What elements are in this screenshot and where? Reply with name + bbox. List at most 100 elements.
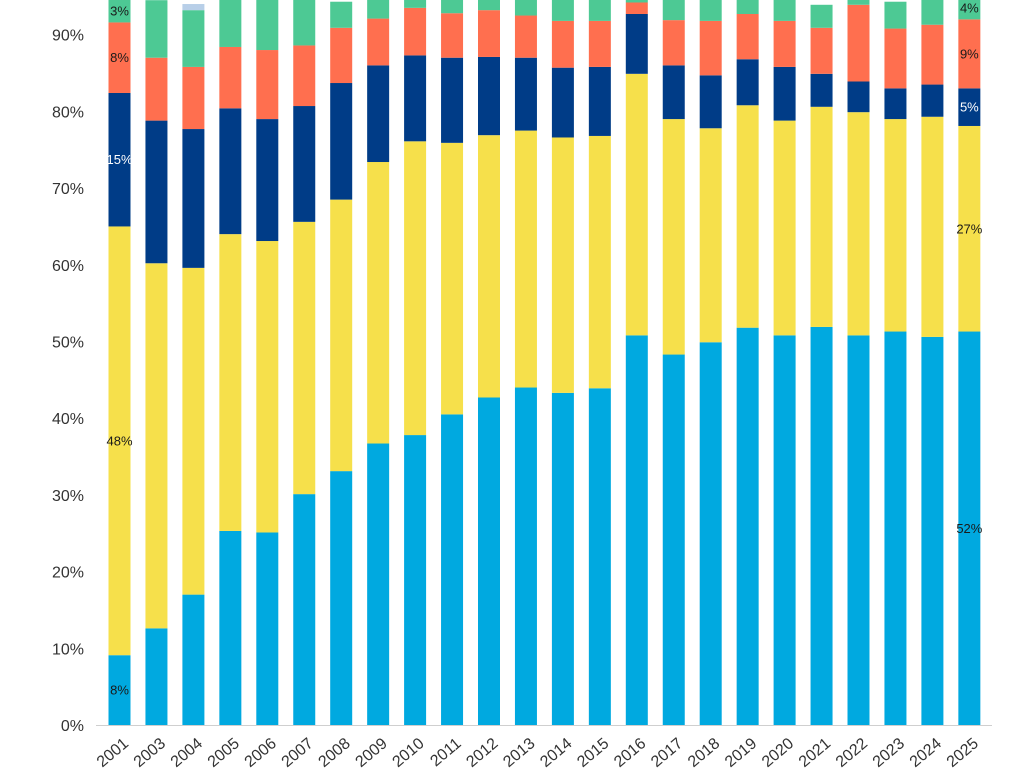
bar-segment xyxy=(219,46,242,109)
bar-segment xyxy=(293,106,316,222)
bar-segment xyxy=(699,20,722,76)
bar-segment xyxy=(921,0,944,25)
bar-segment xyxy=(699,75,722,129)
data-label: 48% xyxy=(106,433,132,448)
bar-segment xyxy=(478,10,500,57)
bar-segment xyxy=(330,1,353,28)
bar-segment xyxy=(958,125,981,332)
x-tick-label: 2001 xyxy=(94,735,132,768)
bar-segment xyxy=(662,0,685,21)
bar-segment xyxy=(810,73,833,107)
bar-segment xyxy=(773,335,796,725)
bar-segment xyxy=(182,129,205,268)
bar-segment xyxy=(699,128,722,343)
data-label: 4% xyxy=(960,1,979,16)
bar-segment xyxy=(478,397,500,725)
bar-segment xyxy=(108,655,131,725)
x-tick-label: 2017 xyxy=(648,735,686,768)
data-label: 15% xyxy=(106,152,132,167)
x-tick-label: 2025 xyxy=(944,735,982,768)
bar-segment xyxy=(847,81,870,113)
bar-segment xyxy=(847,0,870,5)
bar-segment xyxy=(330,27,353,84)
bar-segment xyxy=(441,57,464,143)
bar-segment xyxy=(182,267,205,595)
bar-segment xyxy=(330,83,353,200)
bar-segment xyxy=(810,27,833,74)
bar-segment xyxy=(367,18,390,66)
y-tick-label: 0% xyxy=(61,718,84,735)
bar-segment xyxy=(182,4,205,11)
x-tick-label: 2015 xyxy=(574,735,612,768)
x-tick-label: 2011 xyxy=(427,735,464,768)
bar-segment xyxy=(293,0,316,46)
bar-segment xyxy=(847,112,870,336)
bar-segment xyxy=(773,66,796,121)
bar-segment xyxy=(958,0,981,20)
bar-segment xyxy=(921,24,944,85)
y-tick-label: 70% xyxy=(52,181,84,198)
bar-segment xyxy=(551,20,574,68)
x-tick-label: 2008 xyxy=(316,735,354,768)
bar-segment xyxy=(551,392,574,725)
bar-segment xyxy=(256,0,279,51)
bar-segment xyxy=(404,141,427,436)
bar-segment xyxy=(441,142,464,415)
bar-segment xyxy=(921,116,944,337)
bar-segment xyxy=(699,0,722,21)
bar-segment xyxy=(293,221,316,495)
bar-segment xyxy=(514,387,537,725)
y-tick-label: 10% xyxy=(52,641,84,658)
bar-segment xyxy=(404,0,427,8)
data-labels-group: 8% 48% 15% 8% 3% 52% 27% 5% 9% 4% xyxy=(106,1,982,698)
bar-segment xyxy=(219,0,242,47)
y-tick-label: 30% xyxy=(52,488,84,505)
bar-segment xyxy=(699,342,722,725)
bar-segment xyxy=(958,19,981,89)
data-label: 8% xyxy=(110,683,129,698)
bar-segment xyxy=(441,414,464,725)
x-tick-label: 2023 xyxy=(870,735,908,768)
x-tick-label: 2004 xyxy=(168,735,206,768)
x-tick-label: 2021 xyxy=(796,735,834,768)
bar-segment xyxy=(145,57,168,121)
bar-segment xyxy=(551,0,574,21)
bar-segment xyxy=(256,119,279,242)
bar-segment xyxy=(625,2,648,14)
bar-segment xyxy=(810,326,833,725)
x-tick-label: 2014 xyxy=(537,735,575,768)
bar-segment xyxy=(884,119,907,332)
x-tick-label: 2020 xyxy=(759,735,797,768)
bar-segment xyxy=(330,471,353,725)
bar-segment xyxy=(736,105,759,328)
y-tick-label: 90% xyxy=(52,28,84,45)
bar-segment xyxy=(551,67,574,138)
data-label: 9% xyxy=(960,46,979,61)
bar-segment xyxy=(551,137,574,393)
bar-segment xyxy=(958,331,981,725)
bar-segment xyxy=(736,327,759,725)
bar-segment xyxy=(773,120,796,336)
bar-segment xyxy=(625,13,648,74)
bar-segment xyxy=(588,0,611,21)
bar-segment xyxy=(884,28,907,89)
x-tick-label: 2003 xyxy=(131,735,169,768)
bar-segment xyxy=(145,120,168,264)
bar-segment xyxy=(773,0,796,21)
bar-segment xyxy=(219,530,242,725)
x-tick-label: 2005 xyxy=(205,735,243,768)
bar-segment xyxy=(145,0,168,58)
bar-segment xyxy=(847,4,870,82)
bar-segment xyxy=(662,119,685,355)
data-label: 52% xyxy=(956,521,982,536)
bar-segment xyxy=(773,20,796,67)
bar-segment xyxy=(256,241,279,533)
data-label: 3% xyxy=(110,3,129,18)
bar-segment xyxy=(478,56,500,136)
bar-segment xyxy=(293,45,316,107)
bar-segment xyxy=(367,162,390,444)
bar-segment xyxy=(514,130,537,388)
x-tick-label: 2010 xyxy=(389,735,427,768)
